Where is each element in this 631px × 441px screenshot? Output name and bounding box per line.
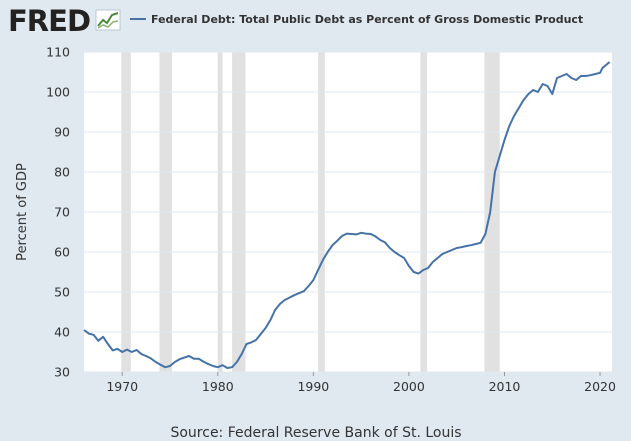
y-tick-label: 40 bbox=[54, 325, 70, 340]
x-tick-label: 1970 bbox=[106, 379, 138, 394]
fred-logo-text: FRED bbox=[8, 4, 90, 38]
y-tick-label: 110 bbox=[46, 45, 70, 60]
x-tick-label: 2000 bbox=[393, 379, 425, 394]
y-tick-label: 50 bbox=[54, 285, 70, 300]
y-axis-label: Percent of GDP bbox=[15, 163, 30, 261]
series-group bbox=[83, 61, 611, 369]
chart-legend: Federal Debt: Total Public Debt as Perce… bbox=[130, 13, 583, 26]
gridlines bbox=[84, 51, 612, 373]
x-axis-ticks: 1970 1980 1990 2000 2010 2020 bbox=[106, 372, 616, 394]
source-note: Source: Federal Reserve Bank of St. Loui… bbox=[170, 425, 461, 441]
x-tick-label: 1980 bbox=[202, 379, 234, 394]
y-tick-label: 90 bbox=[54, 125, 70, 140]
series-line bbox=[83, 61, 611, 369]
x-tick-label: 2020 bbox=[584, 379, 616, 394]
y-tick-label: 30 bbox=[54, 365, 70, 380]
y-axis-ticks: 30 40 50 60 70 80 90 100 110 bbox=[46, 45, 70, 380]
y-tick-label: 60 bbox=[54, 245, 70, 260]
x-tick-label: 1990 bbox=[297, 379, 329, 394]
y-tick-label: 70 bbox=[54, 205, 70, 220]
y-tick-label: 80 bbox=[54, 165, 70, 180]
fred-logo: FRED bbox=[8, 4, 121, 38]
x-tick-label: 2010 bbox=[489, 379, 521, 394]
legend-label: Federal Debt: Total Public Debt as Perce… bbox=[151, 13, 583, 26]
y-tick-label: 100 bbox=[46, 85, 70, 100]
fred-logo-chart-icon bbox=[95, 9, 121, 31]
